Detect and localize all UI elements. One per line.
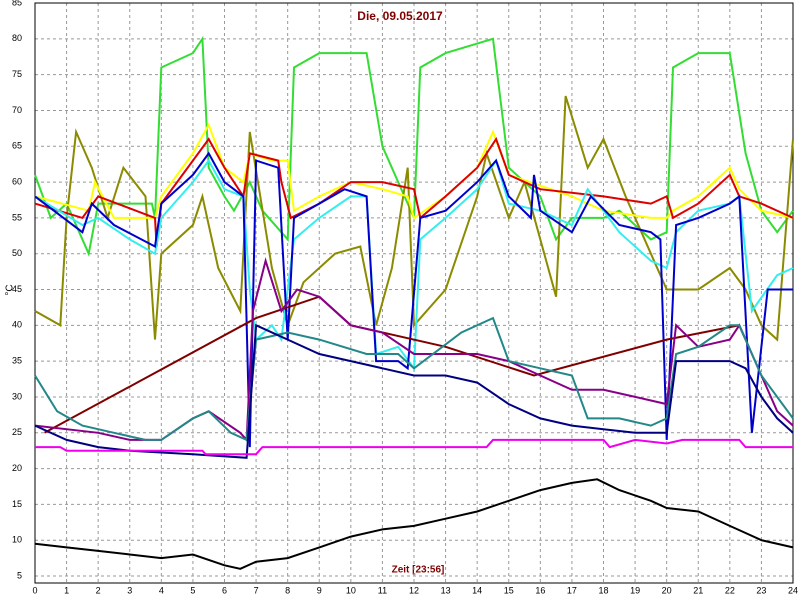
x-tick-label: 12 [409,585,419,595]
y-tick-label: 60 [12,176,22,186]
x-tick-label: 0 [32,585,37,595]
x-tick-label: 11 [378,585,387,595]
y-tick-label: 50 [12,248,22,258]
x-tick-label: 7 [254,585,259,595]
y-tick-label: 80 [12,33,22,43]
x-tick-label: 18 [598,585,608,595]
y-tick-label: 35 [12,356,22,366]
y-tick-label: 5 [17,570,22,580]
series-line [44,295,747,434]
series-line [34,323,794,459]
y-tick-label: 75 [12,69,22,79]
series-line [34,136,794,247]
series-line [34,95,794,342]
x-tick-label: 6 [222,585,227,595]
series-line [34,478,794,570]
series-line [35,438,793,456]
x-tick-label: 24 [788,585,798,595]
x-tick-label: 8 [285,585,290,595]
x-tick-label: 13 [441,585,451,595]
y-tick-label: 65 [12,141,22,151]
y-tick-label: 85 [12,0,22,7]
y-tick-label: 70 [12,105,22,115]
x-tick-label: 1 [64,585,69,595]
x-tick-label: 21 [693,585,703,595]
x-tick-label: 3 [127,585,132,595]
series-line [34,158,794,372]
x-tick-label: 16 [535,585,545,595]
plot-frame [34,2,794,584]
x-tick-label: 20 [662,585,672,595]
y-axis-label: °C [5,284,16,295]
y-tick-label: 45 [12,284,22,294]
x-tick-label: 4 [159,585,164,595]
y-tick-label: 30 [12,391,22,401]
y-tick-label: 25 [12,427,22,437]
x-tick-label: 19 [630,585,640,595]
x-axis-label: Zeit [23:56] [392,565,445,576]
x-tick-label: 2 [96,585,101,595]
x-tick-label: 10 [346,585,356,595]
x-tick-label: 9 [317,585,322,595]
y-tick-label: 40 [12,320,22,330]
x-tick-label: 17 [567,585,577,595]
x-tick-label: 22 [725,585,735,595]
y-tick-label: 20 [12,463,22,473]
series-line [34,316,794,442]
x-tick-label: 14 [472,585,482,595]
series-line [34,35,794,258]
chart-title: Die, 09.05.2017 [357,9,443,23]
x-tick-label: 23 [756,585,766,595]
y-tick-label: 10 [12,535,22,545]
y-tick-label: 55 [12,212,22,222]
x-tick-label: 5 [190,585,195,595]
x-tick-label: 15 [504,585,514,595]
y-tick-label: 15 [12,499,22,509]
